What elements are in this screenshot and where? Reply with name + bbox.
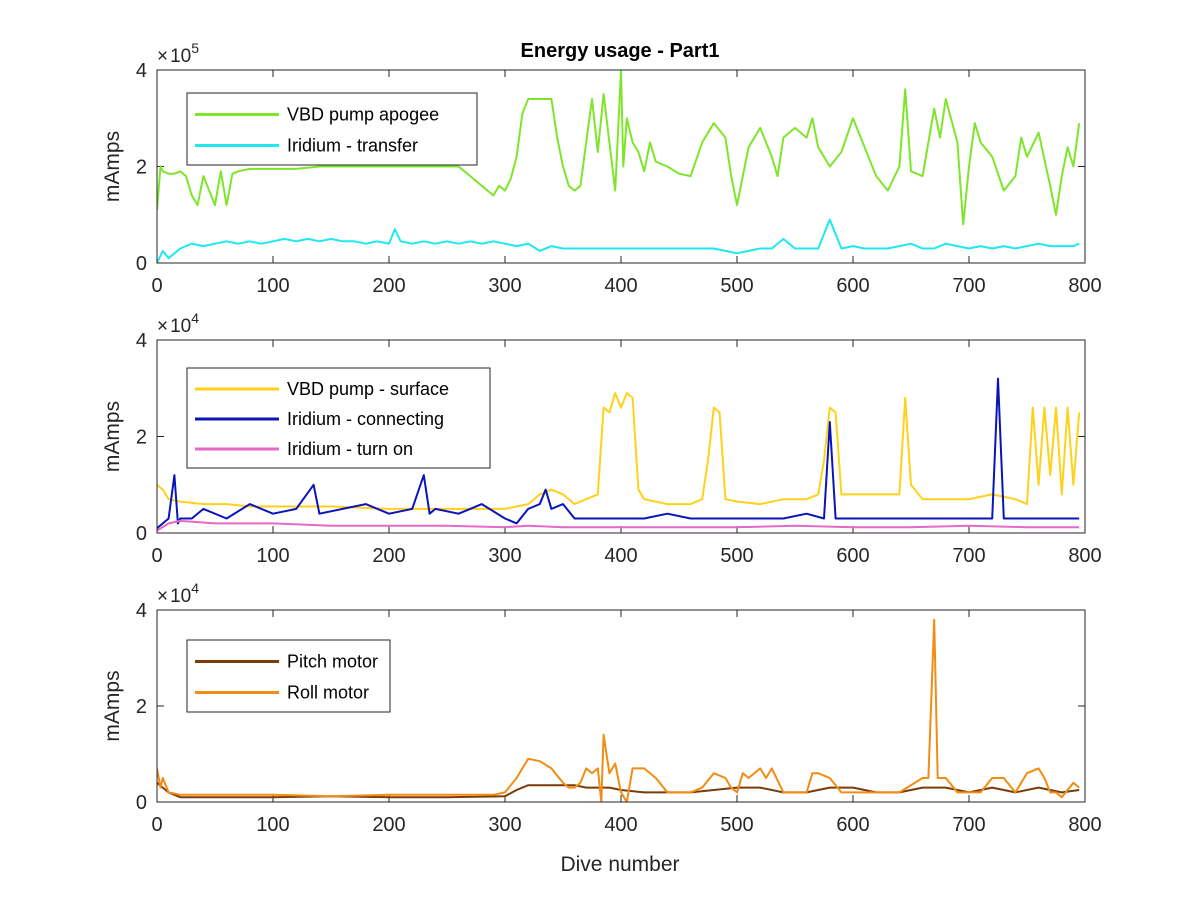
axes-frame: [156, 69, 1086, 264]
x-tick-label: 500: [720, 545, 753, 567]
x-tick-label: 400: [604, 545, 637, 567]
x-tick-label: 800: [1068, 545, 1101, 567]
exponent-power: 4: [191, 310, 199, 326]
y-tick-label: 2: [136, 696, 147, 718]
x-tick-label: 100: [256, 275, 289, 297]
legend-label: VBD pump apogee: [287, 105, 439, 125]
series-line-vbd-pump-surface: [157, 392, 1081, 510]
exponent-base: 10: [170, 586, 191, 607]
x-tick-label: 700: [952, 545, 985, 567]
x-tick-label: 700: [952, 814, 985, 836]
x-tick-label: 0: [151, 814, 162, 836]
legend-box: [186, 92, 478, 166]
y-tick-label: 4: [136, 60, 147, 82]
legend: VBD pump apogee Iridium - transfer: [186, 92, 478, 166]
axes-frame: [156, 609, 1086, 803]
exponent-power: 4: [191, 580, 199, 596]
exponent-times: ×: [157, 586, 168, 607]
series-line-roll-motor: [157, 618, 1080, 802]
x-tick-label: 200: [372, 814, 405, 836]
y-axis-exponent: × 104: [157, 580, 199, 607]
x-tick-label: 0: [151, 275, 162, 297]
x-tick-label: 600: [836, 275, 869, 297]
x-tick-label: 400: [604, 275, 637, 297]
legend-label: Iridium - transfer: [287, 136, 418, 156]
series-group: [157, 70, 1081, 263]
legend-label: VBD pump - surface: [287, 379, 449, 399]
series-line-pitch-motor: [157, 782, 1080, 799]
y-axis-exponent: × 105: [157, 40, 199, 67]
series-group: [157, 377, 1081, 532]
legend-box: [186, 639, 391, 713]
axes-frame: [156, 339, 1086, 534]
x-tick-label: 800: [1068, 814, 1101, 836]
x-tick-label: 200: [372, 275, 405, 297]
y-tick-label: 4: [136, 330, 147, 352]
legend-label: Iridium - turn on: [287, 439, 413, 459]
legend-label: Roll motor: [287, 683, 369, 703]
x-tick-label: 600: [836, 814, 869, 836]
y-tick-label: 2: [136, 157, 147, 179]
x-tick-label: 100: [256, 545, 289, 567]
legend-label: Pitch motor: [287, 652, 378, 672]
y-axis-label: mAmps: [101, 670, 124, 741]
series-line-iridium-connecting: [157, 377, 1080, 529]
y-tick-label: 2: [136, 427, 147, 449]
x-tick-label: 500: [720, 275, 753, 297]
exponent-power: 5: [191, 40, 199, 56]
exponent-times: ×: [157, 46, 168, 67]
x-tick-label: 500: [720, 814, 753, 836]
y-tick-label: 0: [136, 523, 147, 545]
y-tick-label: 4: [136, 600, 147, 622]
chart-title: Energy usage - Part1: [521, 40, 720, 62]
x-tick-label: 700: [952, 275, 985, 297]
x-axis-label: Dive number: [560, 853, 679, 876]
series-line-iridium-transfer: [157, 218, 1080, 263]
x-tick-label: 400: [604, 814, 637, 836]
y-axis-exponent: × 104: [157, 310, 199, 337]
y-axis-label: mAmps: [101, 131, 124, 202]
x-tick-label: 200: [372, 545, 405, 567]
x-tick-label: 600: [836, 545, 869, 567]
series-line-vbd-pump-apogee: [157, 70, 1081, 226]
series-line-iridium-turn-on: [157, 519, 1080, 532]
y-tick-label: 0: [136, 253, 147, 275]
panel-energy-vbd-iridium-transfer: 0 100 200 300 400 500 600 700 800 0 2 4 × 105 mAmps VBD…: [101, 40, 1102, 297]
series-group: [157, 618, 1080, 802]
exponent-times: ×: [157, 316, 168, 337]
x-tick-label: 0: [151, 545, 162, 567]
legend: VBD pump - surface Iridium - connecting Ir…: [186, 367, 491, 469]
y-tick-label: 0: [136, 792, 147, 814]
x-tick-label: 100: [256, 814, 289, 836]
x-tick-label: 300: [488, 275, 521, 297]
exponent-base: 10: [170, 46, 191, 67]
legend: Pitch motor Roll motor: [186, 639, 391, 713]
legend-label: Iridium - connecting: [287, 409, 444, 429]
x-tick-label: 300: [488, 545, 521, 567]
exponent-base: 10: [170, 316, 191, 337]
x-tick-label: 300: [488, 814, 521, 836]
x-tick-label: 800: [1068, 275, 1101, 297]
y-axis-label: mAmps: [101, 401, 124, 472]
